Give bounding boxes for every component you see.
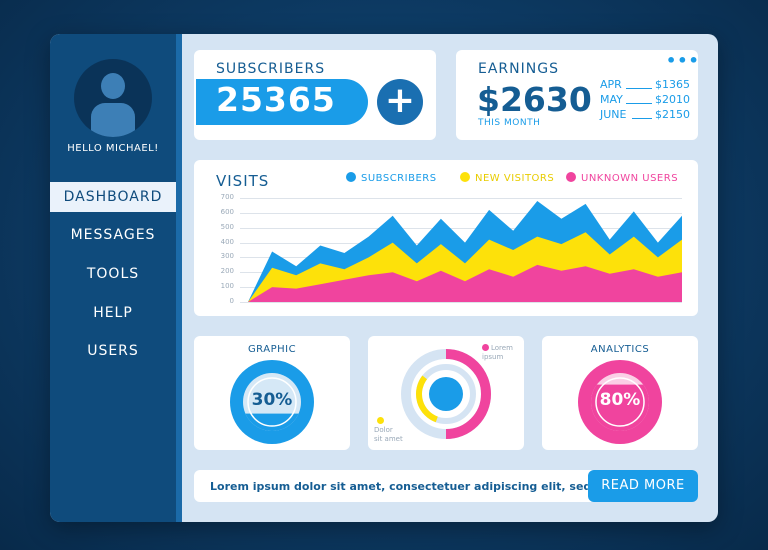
legend-dot-icon	[346, 172, 356, 182]
gridline	[240, 198, 682, 199]
graphic-inner-ring	[247, 377, 297, 427]
analytics-gauge	[578, 360, 662, 444]
earnings-divider	[632, 118, 652, 119]
gridline	[240, 302, 682, 303]
y-tick-label: 200	[220, 267, 234, 276]
sidebar-item-dashboard[interactable]: DASHBOARD	[50, 182, 176, 212]
avatar-body	[91, 103, 135, 137]
graphic-gauge	[230, 360, 314, 444]
sidebar-edge	[176, 34, 182, 522]
donut-yellow-label: Dolor sit amet	[374, 426, 403, 443]
earnings-divider	[626, 103, 652, 104]
footer-text: Lorem ipsum dolor sit amet, consectetuer…	[210, 480, 639, 493]
earnings-row: JUNE $2150	[600, 108, 690, 122]
legend-label: SUBSCRIBERS	[361, 173, 437, 184]
earnings-value: $2150	[655, 108, 690, 121]
analytics-inner-ring	[595, 377, 645, 427]
legend-label: NEW VISITORS	[475, 173, 555, 184]
more-dots-icon[interactable]: •••	[666, 51, 700, 70]
legend-dot-icon	[482, 344, 489, 351]
gridline	[240, 212, 682, 214]
donut-center	[429, 377, 463, 411]
sidebar-item-messages[interactable]: MESSAGES	[70, 227, 156, 243]
subscribers-title: SUBSCRIBERS	[216, 61, 326, 77]
earnings-card: EARNINGS $2630 THIS MONTH ••• APR $1365 …	[456, 50, 700, 140]
read-more-button[interactable]: READ MORE	[588, 470, 698, 502]
earnings-amount: $2630	[477, 80, 592, 119]
donut-legend-pink: Lorem ipsum	[482, 344, 513, 362]
earnings-month: APR	[600, 78, 622, 91]
sidebar-item-tools[interactable]: TOOLS	[86, 266, 140, 282]
sidebar-item-users[interactable]: USERS	[87, 343, 139, 359]
earnings-value: $1365	[655, 78, 690, 91]
footer-bar: Lorem ipsum dolor sit amet, consectetuer…	[194, 470, 698, 502]
dashboard-window: HELLO MICHAEL! DASHBOARD MESSAGES TOOLS …	[50, 34, 718, 522]
earnings-period: THIS MONTH	[478, 118, 541, 128]
y-tick-label: 700	[220, 193, 234, 201]
earnings-value: $2010	[655, 93, 690, 106]
y-tick-label: 500	[220, 222, 234, 231]
donut-pink-segment	[445, 349, 491, 439]
subscribers-count: 25365	[216, 80, 336, 119]
earnings-title: EARNINGS	[478, 61, 559, 77]
donut-chart	[401, 349, 491, 439]
earnings-month: JUNE	[600, 108, 627, 121]
legend-unknown-users: UNKNOWN USERS	[566, 172, 678, 184]
earnings-divider	[626, 88, 652, 89]
legend-dot-icon	[377, 417, 384, 424]
legend-dot-icon	[460, 172, 470, 182]
graphic-percent: 30%	[251, 390, 293, 410]
legend-new-visitors: NEW VISITORS	[460, 172, 554, 184]
visits-card: VISITS SUBSCRIBERS NEW VISITORS UNKNOWN …	[194, 160, 698, 316]
legend-dot-icon	[566, 172, 576, 182]
y-tick-label: 300	[220, 252, 234, 261]
avatar-head	[101, 73, 125, 99]
analytics-fill-level	[591, 384, 649, 431]
subscribers-count-pill	[196, 79, 368, 125]
area-series-unknown-users	[248, 264, 682, 302]
analytics-percent: 80%	[599, 390, 641, 410]
donut-yellow-segment	[416, 375, 438, 423]
visits-area-chart	[248, 201, 682, 302]
analytics-card: ANALYTICS 80%	[542, 336, 698, 450]
donut-pink-label: Lorem ipsum	[482, 344, 513, 361]
visits-title: VISITS	[216, 172, 270, 190]
y-tick-label: 100	[220, 282, 234, 291]
legend-subscribers: SUBSCRIBERS	[346, 172, 437, 184]
analytics-title: ANALYTICS	[590, 344, 650, 355]
donut-card: Lorem ipsum Dolor sit amet	[368, 336, 524, 450]
legend-label: UNKNOWN USERS	[581, 173, 679, 184]
earnings-month: MAY	[600, 93, 623, 106]
greeting-text: HELLO MICHAEL!	[67, 143, 159, 154]
donut-legend-yellow: Dolor sit amet	[374, 417, 403, 444]
gridline	[240, 227, 682, 229]
y-tick-label: 0	[229, 297, 234, 305]
graphic-title: GRAPHIC	[247, 344, 297, 355]
graphic-card: GRAPHIC 30%	[194, 336, 350, 450]
user-avatar-icon[interactable]	[74, 59, 152, 137]
y-tick-label: 400	[220, 237, 234, 246]
earnings-row: APR $1365	[600, 78, 690, 92]
earnings-row: MAY $2010	[600, 93, 690, 107]
graphic-fill-level	[243, 413, 301, 431]
sidebar: HELLO MICHAEL! DASHBOARD MESSAGES TOOLS …	[50, 34, 176, 522]
subscribers-card: SUBSCRIBERS 25365 +	[194, 50, 436, 140]
plus-icon[interactable]: +	[377, 79, 423, 125]
y-tick-label: 600	[220, 207, 234, 216]
sidebar-item-help[interactable]: HELP	[93, 305, 133, 321]
